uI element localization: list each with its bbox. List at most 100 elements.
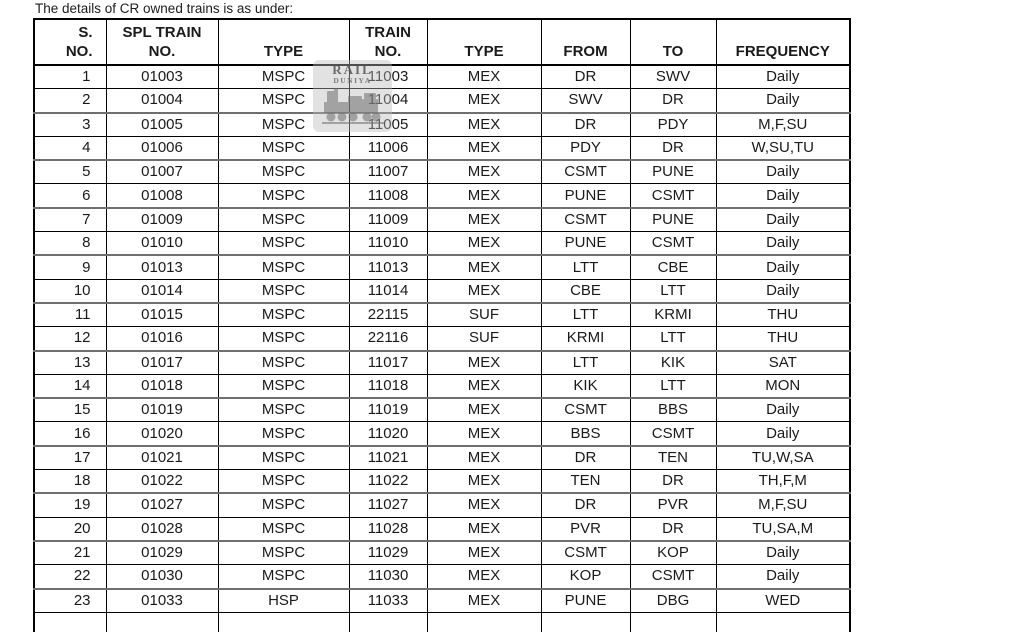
table-row: 16 01020 MSPC 11020 MEX BBS CSMT Daily xyxy=(33,421,851,447)
cell: 01008 xyxy=(105,183,219,209)
cell: 3 xyxy=(33,112,107,137)
column-header-line: SPL TRAIN xyxy=(122,24,202,41)
cell: PDY xyxy=(629,112,717,137)
empty-cell xyxy=(33,611,107,632)
cell: 11007 xyxy=(348,159,428,185)
cell: 11010 xyxy=(348,231,428,257)
cell: MEX xyxy=(426,564,542,590)
column-header: TRAIN NO. xyxy=(348,18,428,66)
cell: DBG xyxy=(629,588,717,613)
cell: 11027 xyxy=(348,492,428,518)
cell: KIK xyxy=(540,373,631,400)
column-header-line: NO. xyxy=(65,43,93,60)
empty-cell xyxy=(540,611,631,632)
cell: 01019 xyxy=(105,397,219,423)
cell: 11021 xyxy=(348,445,428,471)
cell: KOP xyxy=(629,540,717,566)
cell: 11017 xyxy=(348,350,428,375)
cell: MSPC xyxy=(217,112,350,137)
cell: CSMT xyxy=(629,564,717,590)
cell: 01005 xyxy=(105,112,219,137)
cell: DR xyxy=(629,516,717,542)
cell: THU xyxy=(715,302,851,328)
cell: Daily xyxy=(715,64,851,90)
cell: PVR xyxy=(629,492,717,518)
cell: 01021 xyxy=(105,445,219,471)
cell: M,F,SU xyxy=(715,112,851,137)
cell: MEX xyxy=(426,64,542,90)
column-header-line: S. xyxy=(78,24,93,41)
cell: DR xyxy=(629,88,717,114)
cell: 11 xyxy=(33,302,107,328)
table-row: 19 01027 MSPC 11027 MEX DR PVR M,F,SU xyxy=(33,492,851,518)
cell: MSPC xyxy=(217,445,350,471)
cell: THU xyxy=(715,326,851,352)
cell: 4 xyxy=(33,135,107,162)
cell: SAT xyxy=(715,350,851,375)
page-title: The details of CR owned trains is as und… xyxy=(35,1,294,16)
cell: WED xyxy=(715,588,851,613)
cell: MEX xyxy=(426,469,542,495)
cell: 01030 xyxy=(105,564,219,590)
table-row: 1 01003 MSPC 11003 MEX DR SWV Daily xyxy=(33,64,851,90)
cell: 11003 xyxy=(348,64,428,90)
cell: MEX xyxy=(426,492,542,518)
cell: LTT xyxy=(540,254,631,280)
cell: MEX xyxy=(426,183,542,209)
cell: PUNE xyxy=(540,588,631,613)
column-header: TO xyxy=(629,18,717,66)
cell: 01018 xyxy=(105,373,219,400)
cell: CSMT xyxy=(629,231,717,257)
cell: 1 xyxy=(33,64,107,90)
cell: 11018 xyxy=(348,373,428,400)
table-row: 17 01021 MSPC 11021 MEX DR TEN TU,W,SA xyxy=(33,445,851,471)
cell: MEX xyxy=(426,88,542,114)
cell: CSMT xyxy=(629,183,717,209)
cell: TU,SA,M xyxy=(715,516,851,542)
empty-cell xyxy=(217,611,350,632)
cell: MEX xyxy=(426,135,542,162)
cell: SWV xyxy=(629,64,717,90)
cell: 01004 xyxy=(105,88,219,114)
table-row: 22 01030 MSPC 11030 MEX KOP CSMT Daily xyxy=(33,564,851,590)
cell: TU,W,SA xyxy=(715,445,851,471)
cell: MSPC xyxy=(217,183,350,209)
cell: Daily xyxy=(715,207,851,233)
column-header-line: NO. xyxy=(148,43,176,60)
cell: 11004 xyxy=(348,88,428,114)
column-header: FROM xyxy=(540,18,631,66)
cell: MEX xyxy=(426,278,542,304)
empty-cell xyxy=(348,611,428,632)
cell: 01022 xyxy=(105,469,219,495)
cell: TEN xyxy=(629,445,717,471)
cell: CSMT xyxy=(540,207,631,233)
cell: Daily xyxy=(715,278,851,304)
cell: 01013 xyxy=(105,254,219,280)
cell: MSPC xyxy=(217,326,350,352)
column-header-line: TYPE xyxy=(263,43,304,60)
cell: MEX xyxy=(426,421,542,447)
cell: SUF xyxy=(426,326,542,352)
cell: 20 xyxy=(33,516,107,542)
cell: PVR xyxy=(540,516,631,542)
cell: PDY xyxy=(540,135,631,162)
cell: MSPC xyxy=(217,350,350,375)
cell: SWV xyxy=(540,88,631,114)
cell: TEN xyxy=(540,469,631,495)
cell: 11019 xyxy=(348,397,428,423)
cell: Daily xyxy=(715,397,851,423)
table-row: 10 01014 MSPC 11014 MEX CBE LTT Daily xyxy=(33,278,851,304)
cell: CSMT xyxy=(540,159,631,185)
cell: MSPC xyxy=(217,207,350,233)
cell: 5 xyxy=(33,159,107,185)
column-header-line: FREQUENCY xyxy=(735,43,830,60)
cell: Daily xyxy=(715,564,851,590)
cell: Daily xyxy=(715,421,851,447)
cell: Daily xyxy=(715,88,851,114)
cell: 11014 xyxy=(348,278,428,304)
column-header-line: TYPE xyxy=(464,43,504,60)
cell: MEX xyxy=(426,540,542,566)
cell: MEX xyxy=(426,231,542,257)
cell: CSMT xyxy=(540,397,631,423)
cell: 19 xyxy=(33,492,107,518)
